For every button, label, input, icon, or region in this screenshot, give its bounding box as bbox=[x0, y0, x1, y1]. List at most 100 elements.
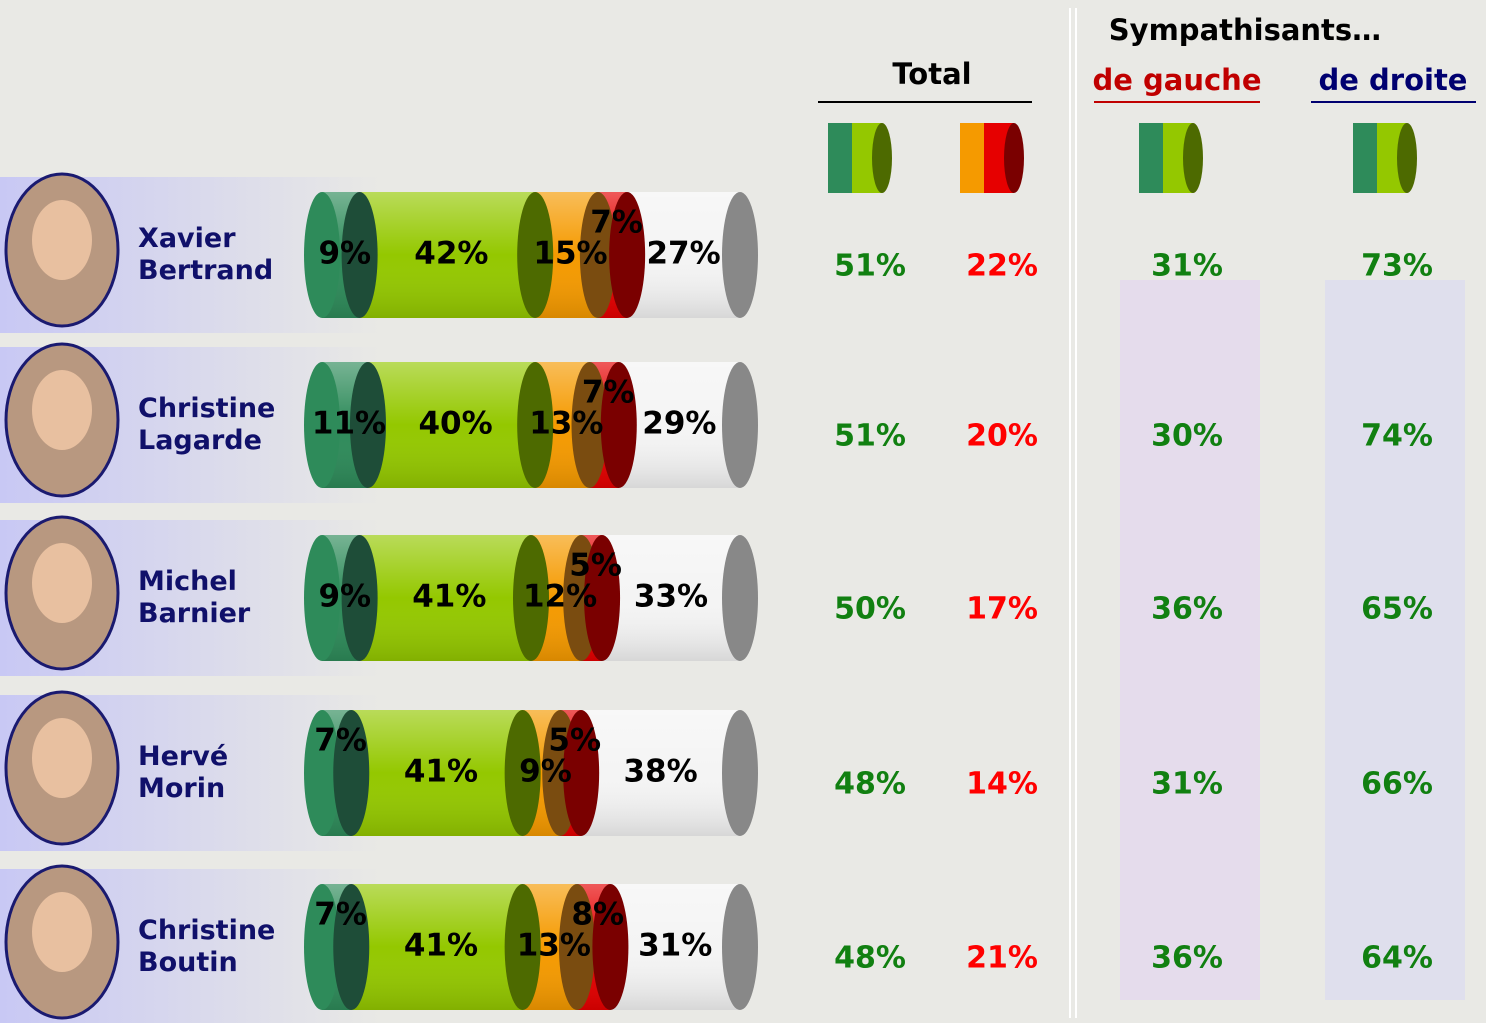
segment-cap bbox=[609, 192, 646, 318]
photo-face bbox=[32, 718, 92, 798]
segment-cap bbox=[722, 535, 758, 661]
segment-cap bbox=[558, 884, 595, 1010]
segment-cap bbox=[333, 710, 370, 836]
segment-cap bbox=[333, 884, 370, 1010]
value-label: 15% bbox=[533, 236, 607, 272]
segment-cap bbox=[563, 710, 600, 836]
value-label: 42% bbox=[414, 236, 488, 272]
segment-cap bbox=[341, 192, 378, 318]
value-label: 5% bbox=[569, 548, 622, 584]
segment-cap bbox=[722, 362, 758, 488]
segment-cap bbox=[304, 884, 340, 1010]
segment-cap bbox=[304, 710, 340, 836]
segment-cap bbox=[579, 192, 616, 318]
header: Total bbox=[892, 57, 971, 91]
header: de droite bbox=[1319, 63, 1468, 97]
value-label: 40% bbox=[418, 406, 492, 442]
segment-cap bbox=[517, 192, 554, 318]
segment-cap bbox=[341, 535, 378, 661]
column-shade bbox=[1325, 280, 1465, 1000]
bar-shade bbox=[351, 710, 523, 836]
bar-shade bbox=[359, 535, 531, 661]
category-label: Xavier Bertrand bbox=[138, 223, 273, 286]
bar-shade bbox=[367, 362, 536, 488]
category-label: Christine Boutin bbox=[138, 915, 275, 978]
value-label: 27% bbox=[646, 236, 720, 272]
segment-cap bbox=[600, 362, 637, 488]
table-cell: 30% bbox=[1151, 419, 1223, 454]
header: de gauche bbox=[1092, 63, 1261, 97]
value-label: 8% bbox=[571, 897, 624, 933]
value-label: 13% bbox=[529, 406, 603, 442]
table-cell: 73% bbox=[1361, 249, 1433, 284]
segment-cap bbox=[504, 884, 541, 1010]
bar-shade bbox=[627, 192, 740, 318]
value-label: 7% bbox=[582, 375, 635, 411]
table-cell: 21% bbox=[966, 941, 1038, 976]
table-cell: 14% bbox=[966, 767, 1038, 802]
segment-cap bbox=[722, 884, 758, 1010]
value-label: 41% bbox=[412, 579, 486, 615]
photo-face bbox=[32, 543, 92, 623]
group-header: Sympathisants… bbox=[1109, 13, 1381, 47]
bar-shade bbox=[581, 710, 740, 836]
segment-cap bbox=[722, 710, 758, 836]
table-cell: 66% bbox=[1361, 767, 1433, 802]
table-cell: 64% bbox=[1361, 941, 1433, 976]
segment-cap bbox=[304, 535, 340, 661]
table-cell: 74% bbox=[1361, 419, 1433, 454]
photo-face bbox=[32, 200, 92, 280]
category-label: Hervé Morin bbox=[138, 741, 228, 804]
value-label: 41% bbox=[404, 754, 478, 790]
table-cell: 65% bbox=[1361, 592, 1433, 627]
segment-cap bbox=[517, 362, 554, 488]
bar-shade bbox=[610, 884, 740, 1010]
value-label: 7% bbox=[314, 897, 367, 933]
segment-cap bbox=[592, 884, 629, 1010]
table-cell: 48% bbox=[834, 767, 906, 802]
table-cell: 51% bbox=[834, 249, 906, 284]
value-label: 9% bbox=[519, 754, 572, 790]
category-label: Christine Lagarde bbox=[138, 393, 275, 456]
table-cell: 17% bbox=[966, 592, 1038, 627]
bar-shade bbox=[351, 884, 523, 1010]
table-cell: 36% bbox=[1151, 941, 1223, 976]
bar-shade bbox=[359, 192, 536, 318]
segment-cap bbox=[304, 192, 340, 318]
value-label: 33% bbox=[634, 579, 708, 615]
segment-cap bbox=[513, 535, 549, 661]
table-cell: 36% bbox=[1151, 592, 1223, 627]
segment-cap bbox=[722, 192, 758, 318]
value-label: 31% bbox=[638, 928, 712, 964]
segment-cap bbox=[349, 362, 386, 488]
photo-face bbox=[32, 370, 92, 450]
header-icons bbox=[828, 123, 1417, 193]
segment-cap bbox=[304, 362, 340, 488]
value-label: 5% bbox=[548, 723, 601, 759]
segment-cap bbox=[571, 362, 608, 488]
value-label: 9% bbox=[318, 579, 371, 615]
bar-shade bbox=[618, 362, 740, 488]
photo-face bbox=[32, 892, 92, 972]
value-label: 38% bbox=[623, 754, 697, 790]
table-cell: 50% bbox=[834, 592, 906, 627]
table-cell: 31% bbox=[1151, 767, 1223, 802]
value-label: 9% bbox=[318, 236, 371, 272]
table-cell: 22% bbox=[966, 249, 1038, 284]
category-label: Michel Barnier bbox=[138, 566, 251, 629]
table-cell: 31% bbox=[1151, 249, 1223, 284]
table-cell: 51% bbox=[834, 419, 906, 454]
value-label: 29% bbox=[642, 406, 716, 442]
value-label: 13% bbox=[517, 928, 591, 964]
bar-shade bbox=[602, 535, 740, 661]
table-cell: 48% bbox=[834, 941, 906, 976]
column-shade bbox=[1120, 280, 1260, 1000]
value-label: 7% bbox=[314, 723, 367, 759]
value-label: 7% bbox=[590, 205, 643, 241]
segment-cap bbox=[504, 710, 541, 836]
segment-cap bbox=[584, 535, 621, 661]
value-label: 41% bbox=[404, 928, 478, 964]
table-cell: 20% bbox=[966, 419, 1038, 454]
value-label: 11% bbox=[312, 406, 386, 442]
